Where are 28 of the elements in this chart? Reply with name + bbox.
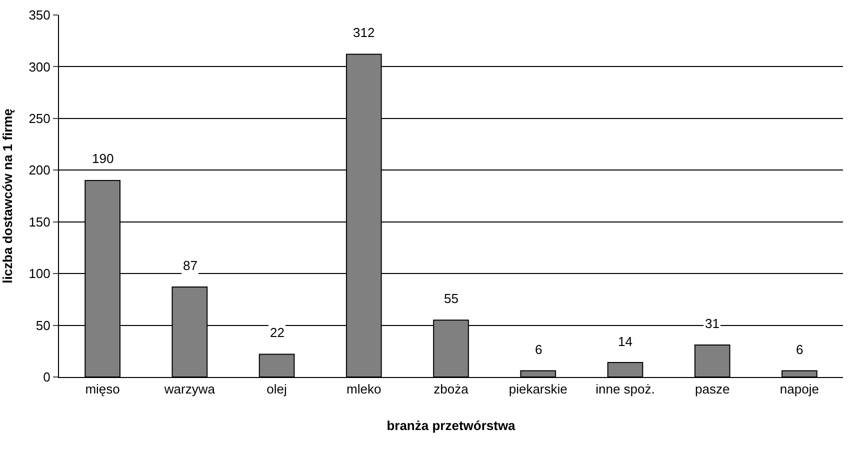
x-tick-label: pasze [694, 382, 730, 397]
x-tick-label: olej [266, 382, 288, 397]
data-label: 87 [183, 258, 198, 273]
data-label: 190 [92, 151, 114, 166]
y-tick-label: 150 [28, 214, 50, 230]
y-tick-label: 300 [28, 59, 50, 74]
x-tick-label: inne spoż. [596, 382, 655, 397]
data-label: 31 [705, 316, 720, 331]
y-tick-label: 350 [28, 8, 50, 23]
y-axis-title: liczba dostawców na 1 firmę [0, 108, 15, 284]
y-tick-label: 0 [43, 370, 50, 385]
x-tick-label: mięso [85, 382, 120, 397]
y-tick-label: 50 [36, 318, 50, 333]
data-label: 312 [353, 25, 375, 40]
y-tick-label: 200 [28, 162, 50, 178]
data-label: 55 [444, 291, 458, 306]
data-label: 22 [270, 325, 284, 340]
x-tick-label: napoje [780, 382, 819, 397]
x-tick-label: warzywa [163, 382, 216, 397]
y-tick-label: 250 [28, 110, 50, 126]
x-tick-label: mleko [346, 382, 382, 397]
x-tick-label: zboża [434, 382, 470, 397]
y-tick-label: 100 [28, 266, 50, 282]
x-axis-title: branża przetwórstwa [386, 418, 516, 434]
x-tick-label: piekarskie [508, 382, 568, 397]
data-label: 6 [535, 342, 542, 357]
data-label: 6 [796, 342, 804, 357]
data-label: 14 [618, 334, 632, 349]
